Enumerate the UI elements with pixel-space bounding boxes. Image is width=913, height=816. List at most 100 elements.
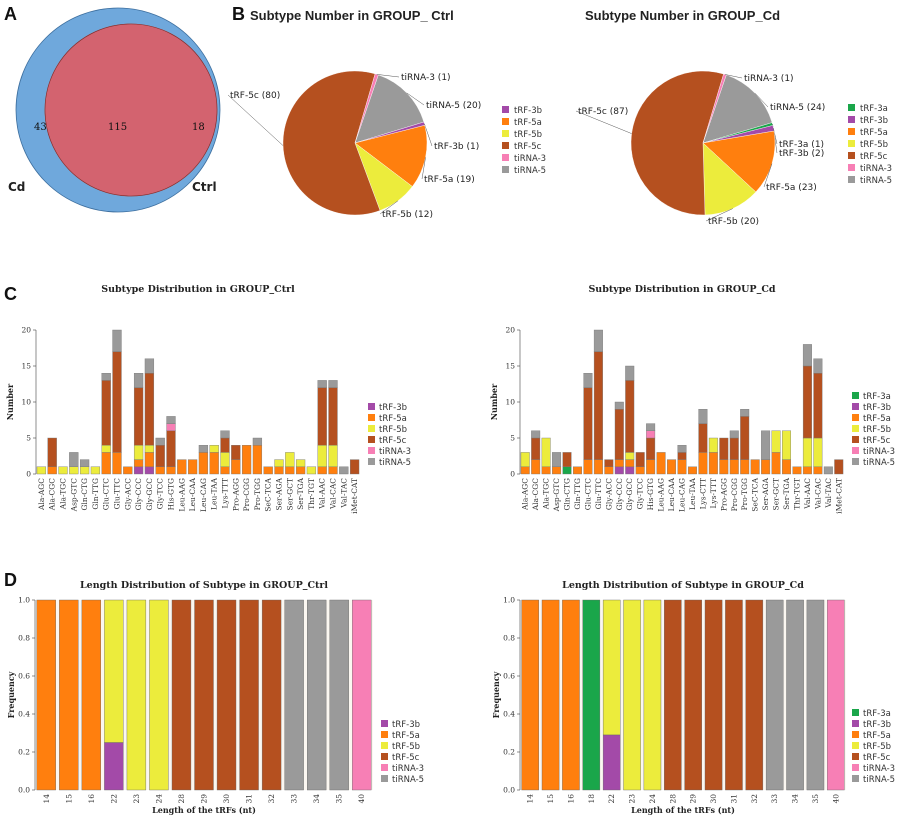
x-tick-label: Ser-AGA [275, 477, 284, 510]
x-tick-label: Ser-GCT [285, 478, 294, 510]
bar-segment-trf-5b [771, 430, 781, 453]
bar-segment-trf-5b [295, 459, 306, 468]
y-tick-label: 0.4 [18, 710, 30, 719]
x-tick-label: 14 [526, 794, 535, 804]
x-tick-label: Gln-CTG [80, 478, 89, 511]
panel-label-d: D [4, 570, 17, 590]
bar-segment-tirna-3 [646, 430, 656, 439]
bar-segment-tirna-5 [583, 373, 593, 388]
bar-segment-trf-5c [704, 599, 723, 791]
y-tick-label: 20 [21, 326, 31, 335]
bar-segment-trf-5b [126, 599, 147, 791]
bar-segment-trf-5b [625, 452, 635, 460]
bar-segment-trf-5c [133, 387, 144, 446]
x-tick-label: His-GTG [646, 478, 655, 510]
legend-label-tirna-3: tiRNA-3 [392, 764, 424, 774]
pie-label-trf-5c: tRF-5c (87) [578, 107, 628, 117]
bar-segment-tirna-5 [79, 459, 90, 468]
legend-label-trf-3b: tRF-3b [860, 116, 888, 126]
x-tick-label: 31 [729, 794, 738, 804]
pie-leader-tirna-3 [724, 74, 743, 79]
x-tick-label: 15 [64, 794, 73, 804]
legend-swatch-trf-5c [368, 436, 375, 443]
legend-swatch-tirna-5 [852, 775, 859, 782]
pie-label-trf-5a: tRF-5a (19) [424, 175, 475, 185]
bar-segment-trf-5a [285, 466, 295, 475]
bar-segment-tirna-3 [166, 423, 176, 432]
x-tick-label: iMet-CAT [834, 478, 843, 514]
bar-segment-tirna-5 [252, 437, 263, 446]
bar-chart-subtype-distribution-cd: Subtype Distribution in GROUP_Cd 0 5 10 15 20… [489, 284, 895, 514]
bar-chart-length-distribution-cd: Length Distribution of Subtype in GROUP_… [491, 580, 895, 815]
bar-segment-trf-5b [58, 466, 68, 475]
x-tick-label: Leu-CAG [199, 478, 208, 512]
bar-segment-trf-5b [79, 466, 90, 475]
x-tick-label: Ala-AGC [37, 478, 46, 511]
bar-segment-tirna-5 [765, 599, 784, 791]
bar-segment-trf-5a [155, 466, 165, 475]
pie-slice-trf-5c [630, 70, 724, 216]
bar-segment-trf-5a [593, 459, 603, 475]
bar-segment-trf-5c [684, 599, 702, 791]
legend-swatch-trf-5c [852, 436, 859, 443]
bar-segment-tirna-3 [352, 599, 372, 791]
bar-segment-trf-3b [144, 466, 155, 475]
legend-label-trf-5c: tRF-5c [514, 142, 542, 152]
bar-segment-trf-5b [274, 459, 284, 468]
bar-segment-trf-5a [708, 452, 718, 475]
legend-swatch-trf-3b [502, 106, 509, 113]
bar-segment-trf-5a [792, 466, 802, 475]
legend-label-trf-3b: tRF-3b [863, 720, 891, 730]
x-tick-label: Leu-CAA [667, 477, 676, 511]
legend-label-trf-5a: tRF-5a [392, 731, 420, 741]
y-tick-label: 0.2 [18, 748, 30, 757]
bar-segment-trf-5a [687, 466, 697, 475]
legend-label-tirna-5: tiRNA-5 [863, 775, 895, 785]
x-tick-label: 24 [648, 794, 657, 804]
x-tick-label: Gly-ACC [123, 478, 132, 510]
bar-segment-trf-5c [231, 445, 241, 460]
bar-segment-trf-5c [101, 380, 111, 446]
bar-segment-trf-5a [520, 466, 530, 475]
legend-label-tirna-5: tiRNA-5 [392, 775, 424, 785]
bar-segment-trf-5b [209, 445, 219, 453]
pie-label-trf-5b: tRF-5b (12) [382, 210, 433, 220]
legend-label-trf-3a: tRF-3a [860, 104, 888, 114]
x-tick-label: Pro-AGG [231, 478, 240, 511]
bar-segment-tirna-5 [761, 430, 771, 460]
bar-segment-trf-5a [81, 599, 101, 791]
bar-segment-trf-5a [47, 466, 57, 475]
pie-label-trf-5a: tRF-5a (23) [766, 183, 817, 193]
x-tick-label: 16 [566, 794, 575, 804]
pie-leader-trf-5a [763, 163, 773, 188]
bar-segment-trf-5a [719, 459, 729, 475]
bar-segment-trf-5a [614, 459, 624, 468]
x-tick-label: Pro-CGG [242, 478, 251, 511]
bar-segment-trf-5a [521, 599, 539, 791]
legend-swatch-trf-3a [852, 392, 859, 399]
x-tick-label: Ser-TGA [782, 477, 791, 509]
y-tick-label: 5 [26, 434, 31, 443]
bar-segment-trf-5c [646, 437, 656, 460]
panel-label-b: B [232, 4, 245, 24]
legend-label-trf-5b: tRF-5b [860, 140, 888, 150]
pie-label-trf-3b: tRF-3b (2) [779, 149, 824, 159]
y-tick-label: 0.2 [503, 748, 515, 757]
x-tick-label: 22 [109, 794, 118, 804]
y-tick-label: 0.4 [503, 710, 515, 719]
x-tick-label: Gln-TTG [91, 478, 100, 510]
y-axis-label: Number [5, 383, 15, 420]
bar-segment-trf-5a [531, 459, 541, 475]
bar-segment-tirna-5 [646, 423, 656, 432]
legend-swatch-trf-3a [848, 104, 855, 111]
bar-segment-trf-5b [602, 599, 621, 736]
x-tick-label: 35 [811, 794, 820, 804]
x-tick-label: 40 [831, 794, 840, 804]
bar-segment-trf-5c [562, 452, 572, 467]
bar-segment-tirna-5 [133, 373, 144, 388]
bar-segment-trf-5b [782, 430, 792, 460]
bar-segment-trf-5a [274, 466, 284, 475]
x-tick-label: Lys-TTT [709, 478, 718, 509]
y-tick-label: 0.0 [18, 786, 30, 795]
y-tick-label: 15 [505, 362, 515, 371]
